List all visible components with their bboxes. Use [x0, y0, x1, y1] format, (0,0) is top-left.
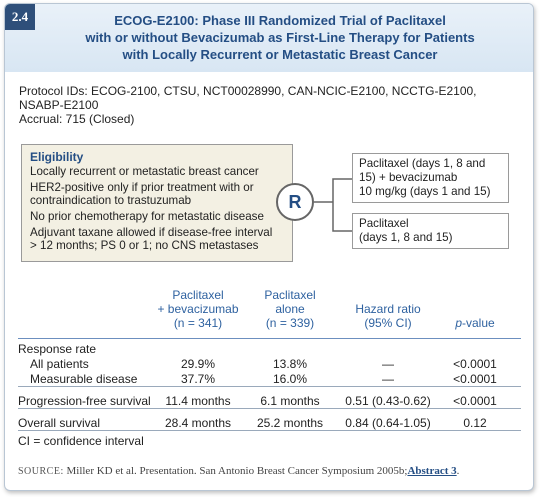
table-cell: <0.0001 — [453, 372, 497, 386]
table-cell: 0.51 (0.43-0.62) — [345, 394, 431, 408]
eligibility-item: Adjuvant taxane allowed if disease-free … — [30, 226, 284, 252]
arm-box: Paclitaxel (days 1, 8 and 15) + bevacizum… — [352, 153, 509, 203]
header-line: (n = 341) — [173, 316, 223, 330]
randomization: R — [276, 183, 314, 221]
arm-line: Paclitaxel (days 1, 8 and — [359, 157, 486, 170]
header-line: + bevacizumab — [157, 302, 239, 316]
header-band — [5, 4, 533, 72]
header-line: alone — [275, 302, 305, 316]
source-end: . — [456, 465, 460, 477]
item-line: Adjuvant taxane allowed if disease-free … — [30, 226, 273, 239]
arm-line: (days 1, 8 and 15) — [359, 231, 453, 244]
title-line: with or without Bevacizumab as First-Lin… — [85, 30, 475, 45]
table-cell: <0.0001 — [453, 394, 497, 408]
column-header: Hazard ratio (95% CI) — [333, 302, 443, 330]
accrual: Accrual: 715 (Closed) — [19, 112, 135, 126]
header-line: Paclitaxel — [172, 288, 224, 302]
item-line: contraindication to trastuzumab — [30, 194, 192, 207]
rule — [18, 338, 521, 339]
rule — [18, 408, 521, 409]
column-header: Paclitaxel + bevacizumab (n = 341) — [148, 288, 248, 330]
title: ECOG-E2100: Phase III Randomized Trial o… — [45, 12, 515, 63]
header-line: (95% CI) — [364, 316, 412, 330]
row-label: Progression-free survival — [18, 394, 151, 408]
protocol: Protocol IDs: ECOG-2100, CTSU, NCT000289… — [19, 84, 477, 126]
rule — [18, 386, 521, 387]
column-header: p-value — [440, 316, 510, 330]
header-italic: p — [455, 316, 462, 330]
source-link[interactable]: Abstract 3 — [407, 465, 457, 477]
arm-line: 15) + bevacizumab — [359, 171, 458, 184]
protocol-ids: NSABP-E2100 — [19, 98, 99, 112]
table-cell: 0.12 — [463, 416, 487, 430]
source: SOURCE: Miller KD et al. Presentation. S… — [18, 465, 459, 477]
row-label: Measurable disease — [30, 372, 138, 386]
row-label: All patients — [30, 357, 89, 371]
column-header: Paclitaxel alone (n = 339) — [248, 288, 332, 330]
item-line: No prior chemotherapy for metastatic dis… — [30, 210, 264, 223]
eligibility-item: Locally recurrent or metastatic breast c… — [30, 165, 284, 178]
row-label: Response rate — [18, 342, 97, 356]
item-line: HER2-positive only if prior treatment wi… — [30, 181, 254, 194]
header-line: (n = 339) — [265, 316, 315, 330]
table-cell: — — [382, 357, 394, 371]
arm-box: Paclitaxel (days 1, 8 and 15) — [352, 213, 509, 249]
badge: 2.4 — [5, 4, 35, 30]
source-text: Miller KD et al. Presentation. San Anton… — [66, 465, 408, 477]
item-line: > 12 months; PS 0 or 1; no CNS metastase… — [30, 239, 259, 252]
table-cell: 28.4 months — [164, 416, 232, 430]
table-cell: 11.4 months — [165, 394, 231, 408]
title-line: with Locally Recurrent or Metastatic Bre… — [122, 47, 438, 62]
table-cell: 13.8% — [272, 357, 308, 371]
header-line: Hazard ratio — [355, 302, 421, 316]
slide: 2.4 ECOG-E2100: Phase III Randomized Tri… — [4, 3, 534, 491]
table-cell: 0.84 (0.64-1.05) — [345, 416, 431, 430]
rule — [18, 430, 521, 431]
footnote: CI = confidence interval — [18, 434, 144, 448]
table-cell: 6.1 months — [260, 394, 320, 408]
header-line: Paclitaxel — [264, 288, 316, 302]
table-cell: 16.0% — [272, 372, 308, 386]
table-cell: 37.7% — [180, 372, 216, 386]
table-cell: — — [382, 372, 394, 386]
arm-line: Paclitaxel — [359, 217, 409, 230]
protocol-ids: Protocol IDs: ECOG-2100, CTSU, NCT000289… — [19, 84, 477, 98]
table-cell: 25.2 months — [256, 416, 324, 430]
table-cell: <0.0001 — [453, 357, 497, 371]
eligibility-item: No prior chemotherapy for metastatic dis… — [30, 210, 284, 223]
eligibility-item: HER2-positive only if prior treatment wi… — [30, 181, 284, 207]
item-line: Locally recurrent or metastatic breast c… — [30, 165, 259, 178]
row-label: Overall survival — [18, 416, 101, 430]
title-line: ECOG-E2100: Phase III Randomized Trial o… — [114, 13, 446, 28]
table-cell: 29.9% — [180, 357, 216, 371]
eligibility-heading: Eligibility — [30, 150, 84, 164]
header-text: -value — [462, 316, 495, 330]
source-label: SOURCE: — [18, 466, 64, 477]
arm-line: 10 mg/kg (days 1 and 15) — [359, 185, 491, 198]
eligibility-box: Eligibility Locally recurrent or metastat… — [21, 144, 293, 262]
